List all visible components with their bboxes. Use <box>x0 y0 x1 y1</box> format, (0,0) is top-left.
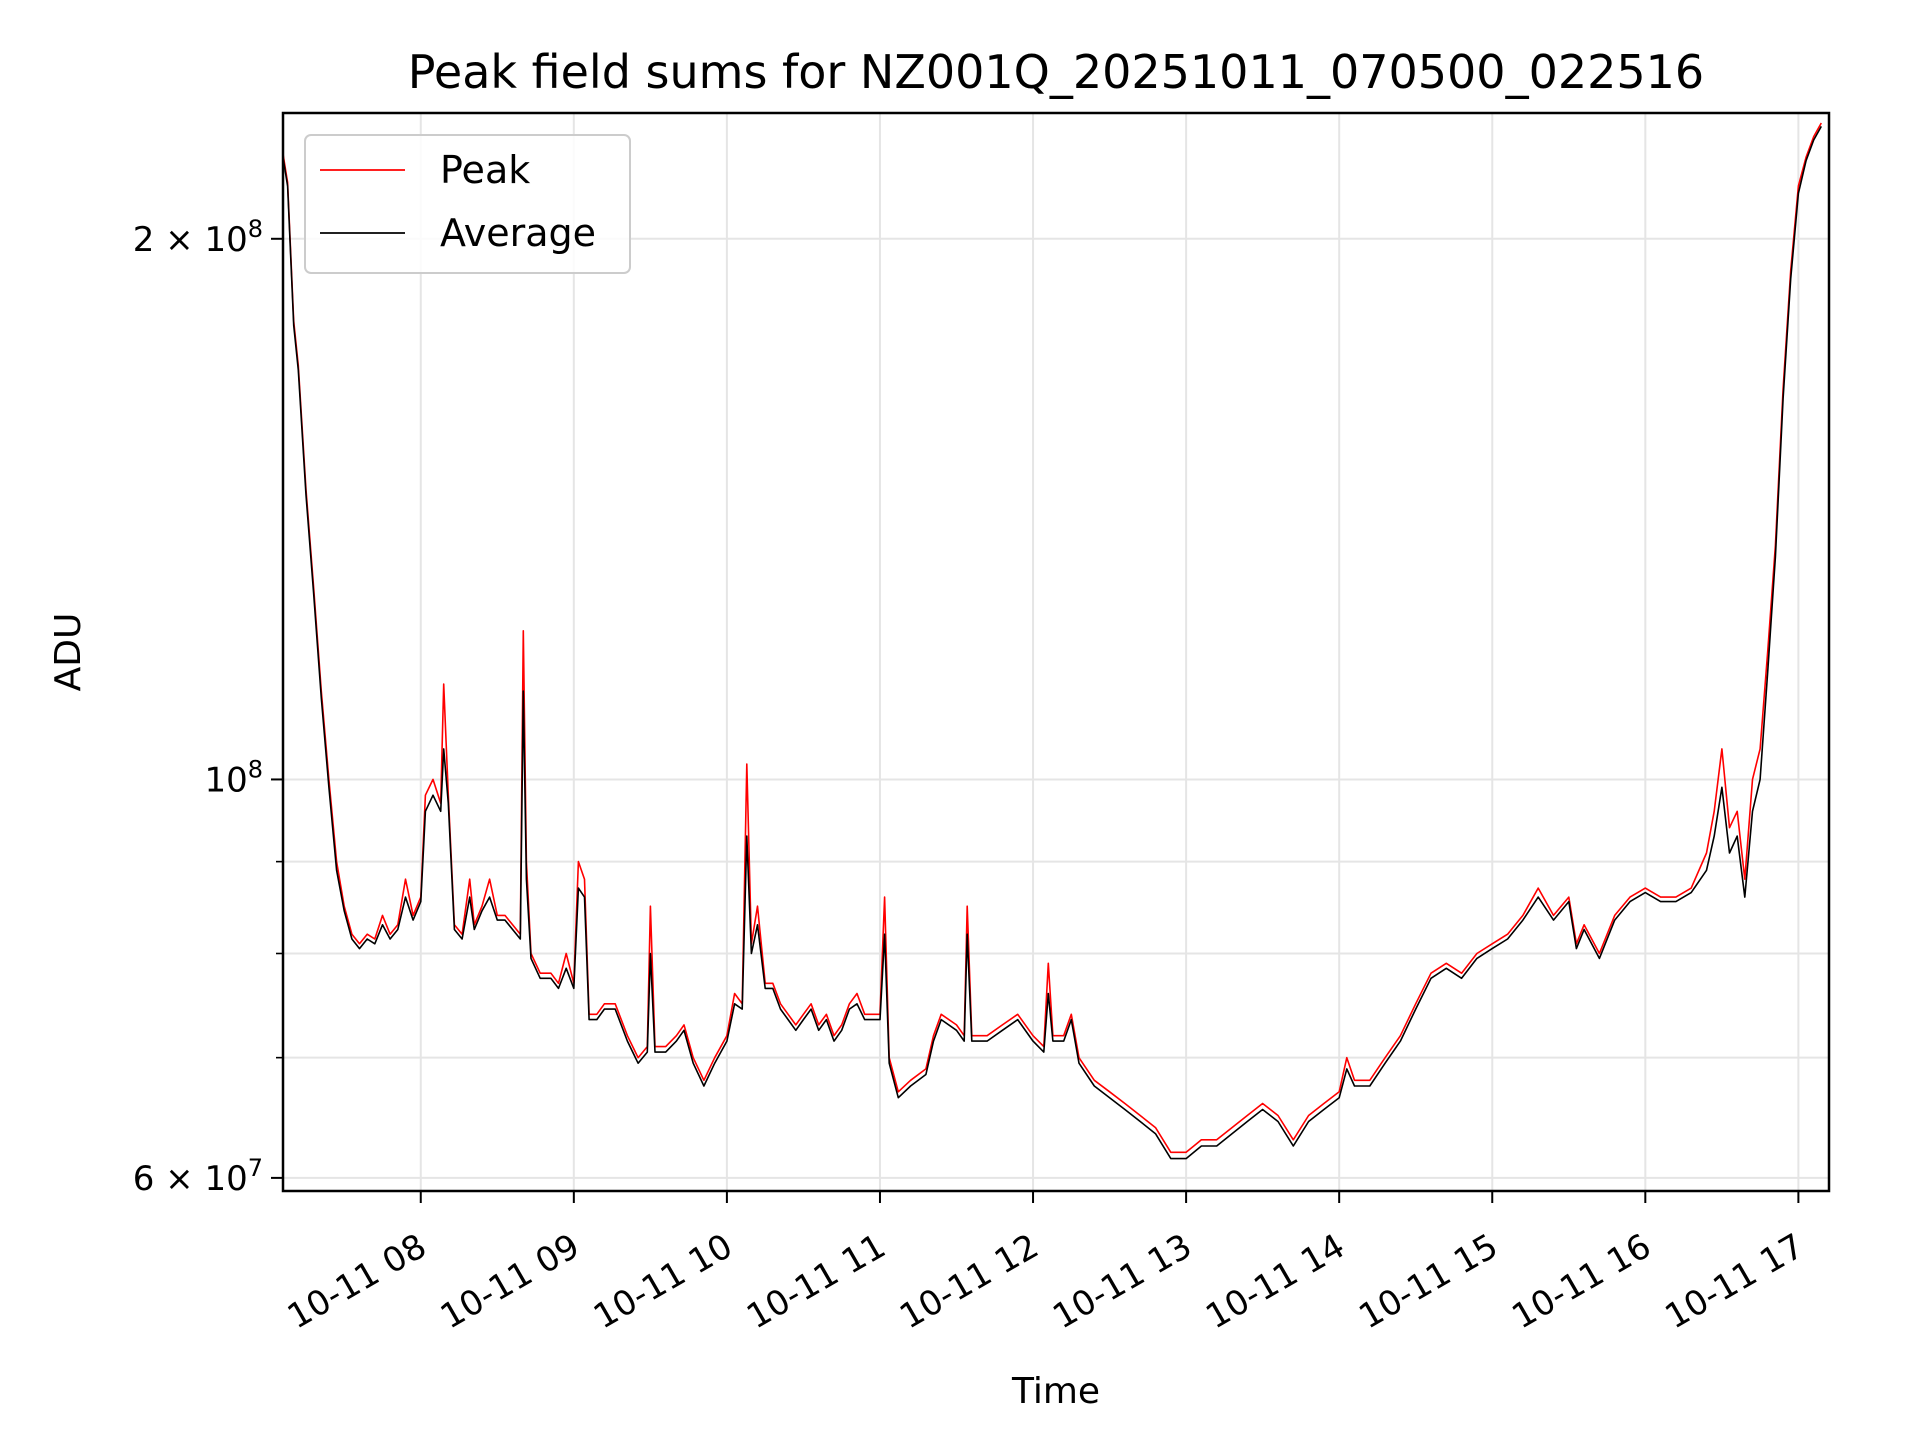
series-line-peak <box>282 122 1822 1154</box>
y-tick-label: 6 × 107 <box>133 1154 263 1199</box>
x-tick-label: 10-11 17 <box>1658 1226 1810 1337</box>
series-line-average <box>282 126 1822 1160</box>
y-tick-label: 108 <box>204 755 263 800</box>
x-tick-label: 10-11 13 <box>1046 1226 1198 1337</box>
plot-frame <box>281 111 1831 1193</box>
legend-label-peak: Peak <box>440 148 530 192</box>
x-tick-label: 10-11 12 <box>893 1226 1045 1337</box>
x-axis: 10-11 08 10-11 09 10-11 10 10-11 11 10-11 12… <box>281 1191 1811 1337</box>
x-tick-label: 10-11 11 <box>740 1226 892 1337</box>
x-axis-label: Time <box>1011 1371 1100 1412</box>
legend: Peak Average <box>304 134 631 274</box>
y-axis: 6 × 107 108 2 × 108 <box>133 215 283 1199</box>
grid-lines <box>283 113 1829 1191</box>
x-tick-label: 10-11 10 <box>587 1226 739 1337</box>
series-layer <box>282 122 1822 1160</box>
x-tick-label: 10-11 14 <box>1199 1226 1351 1337</box>
x-tick-label: 10-11 15 <box>1352 1226 1504 1337</box>
legend-label-average: Average <box>440 211 596 255</box>
y-tick-label: 2 × 108 <box>133 215 263 260</box>
x-tick-label: 10-11 08 <box>281 1226 433 1337</box>
x-tick-label: 10-11 16 <box>1505 1226 1657 1337</box>
x-tick-label: 10-11 09 <box>434 1226 586 1337</box>
y-axis-label: ADU <box>48 613 89 692</box>
chart-title: Peak field sums for NZ001Q_20251011_0705… <box>408 45 1704 99</box>
